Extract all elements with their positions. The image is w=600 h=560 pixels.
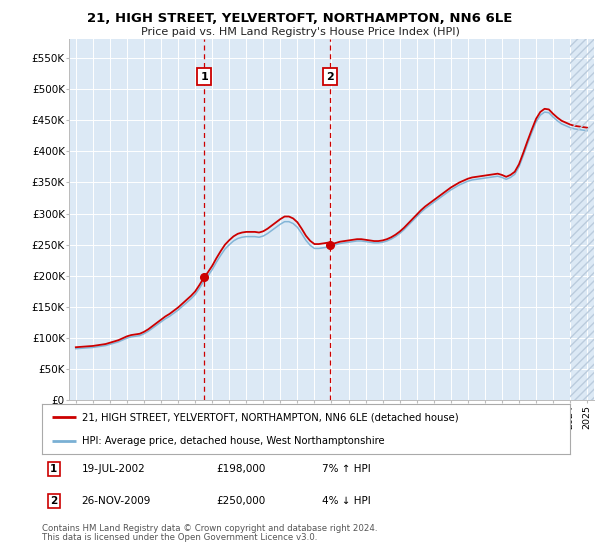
Text: 21, HIGH STREET, YELVERTOFT, NORTHAMPTON, NN6 6LE: 21, HIGH STREET, YELVERTOFT, NORTHAMPTON…	[88, 12, 512, 25]
Text: This data is licensed under the Open Government Licence v3.0.: This data is licensed under the Open Gov…	[42, 533, 317, 542]
Bar	[570, 39, 594, 400]
Text: 1: 1	[50, 464, 57, 474]
Bar	[570, 39, 594, 400]
Text: £198,000: £198,000	[216, 464, 266, 474]
Text: Contains HM Land Registry data © Crown copyright and database right 2024.: Contains HM Land Registry data © Crown c…	[42, 524, 377, 533]
Text: 7% ↑ HPI: 7% ↑ HPI	[322, 464, 371, 474]
Text: 1: 1	[200, 72, 208, 82]
Text: Price paid vs. HM Land Registry's House Price Index (HPI): Price paid vs. HM Land Registry's House …	[140, 27, 460, 37]
Text: HPI: Average price, detached house, West Northamptonshire: HPI: Average price, detached house, West…	[82, 436, 384, 446]
Text: 21, HIGH STREET, YELVERTOFT, NORTHAMPTON, NN6 6LE (detached house): 21, HIGH STREET, YELVERTOFT, NORTHAMPTON…	[82, 412, 458, 422]
Text: 2: 2	[50, 496, 57, 506]
Text: 19-JUL-2002: 19-JUL-2002	[82, 464, 145, 474]
Text: £250,000: £250,000	[216, 496, 265, 506]
Text: 26-NOV-2009: 26-NOV-2009	[82, 496, 151, 506]
Text: 4% ↓ HPI: 4% ↓ HPI	[322, 496, 371, 506]
Text: 2: 2	[326, 72, 334, 82]
